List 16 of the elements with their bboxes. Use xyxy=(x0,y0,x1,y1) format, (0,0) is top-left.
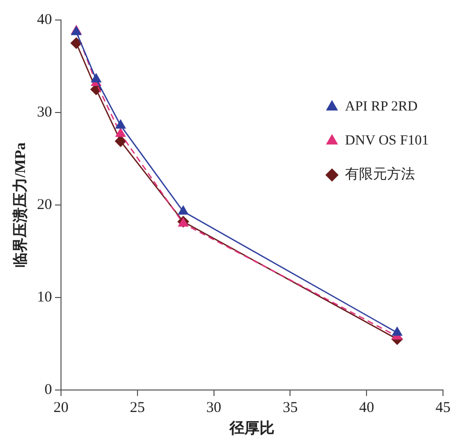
x-tick-label: 30 xyxy=(206,400,222,416)
x-tick-label: 35 xyxy=(282,400,298,416)
legend-label: API RP 2RD xyxy=(344,100,418,115)
x-tick-label: 25 xyxy=(130,400,145,416)
y-tick-label: 20 xyxy=(37,196,52,213)
y-axis-title: 临界压溃压力/MPa xyxy=(12,142,29,268)
y-tick-label: 40 xyxy=(37,12,52,28)
legend-label: 有限元方法 xyxy=(344,166,415,183)
x-tick-label: 45 xyxy=(436,400,450,416)
y-tick-label: 0 xyxy=(44,382,52,398)
legend-label: DNV OS F101 xyxy=(344,134,429,149)
x-tick-label: 40 xyxy=(359,400,374,416)
y-tick-label: 10 xyxy=(37,289,52,306)
x-tick-label: 20 xyxy=(54,400,68,416)
y-tick-label: 30 xyxy=(37,104,52,120)
x-axis-title: 径厚比 xyxy=(228,420,274,437)
